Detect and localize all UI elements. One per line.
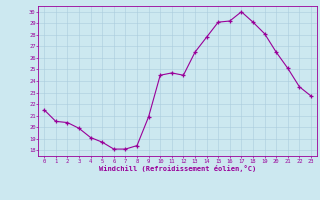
X-axis label: Windchill (Refroidissement éolien,°C): Windchill (Refroidissement éolien,°C) <box>99 165 256 172</box>
